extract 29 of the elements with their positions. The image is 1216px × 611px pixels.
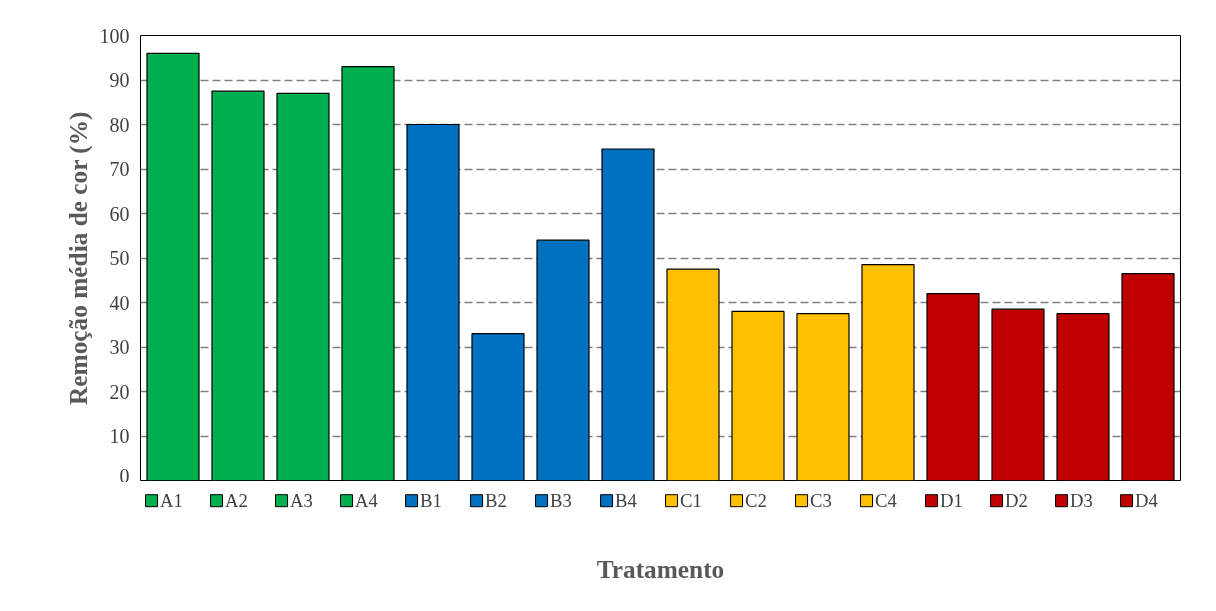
legend-label: A2 (225, 490, 248, 512)
legend-label: C4 (875, 490, 898, 512)
legend-label: A1 (160, 490, 183, 512)
y-tick-label: 70 (109, 158, 130, 180)
legend-label: D4 (1135, 490, 1159, 512)
legend-label: A4 (355, 490, 379, 512)
y-axis-title: Remoção média de cor (%) (63, 111, 93, 405)
legend-label: C2 (745, 490, 767, 512)
x-axis-title: Tratamento (596, 554, 725, 583)
legend-label: A3 (290, 490, 313, 512)
y-tick-label: 90 (109, 69, 130, 91)
y-tick-label: 80 (109, 113, 130, 136)
legend-label: C3 (810, 490, 832, 512)
y-tick-label: 40 (109, 291, 130, 314)
legend-label: B2 (485, 490, 507, 512)
legend-label: B4 (615, 490, 638, 512)
y-tick-label: 60 (109, 202, 130, 225)
y-tick-label: 20 (109, 380, 130, 403)
legend-label: D3 (1070, 490, 1093, 512)
y-tick-label: 100 (99, 24, 130, 47)
legend-label: B1 (420, 490, 442, 512)
y-tick-label: 10 (109, 425, 130, 447)
legend-label: C1 (680, 490, 702, 512)
y-tick-label: 50 (109, 247, 130, 269)
legend-label: D2 (1005, 490, 1028, 512)
legend-label: D1 (940, 490, 963, 512)
y-tick-label: 30 (109, 336, 130, 358)
y-tick-label: 0 (119, 464, 130, 487)
legend-label: B3 (550, 490, 572, 512)
